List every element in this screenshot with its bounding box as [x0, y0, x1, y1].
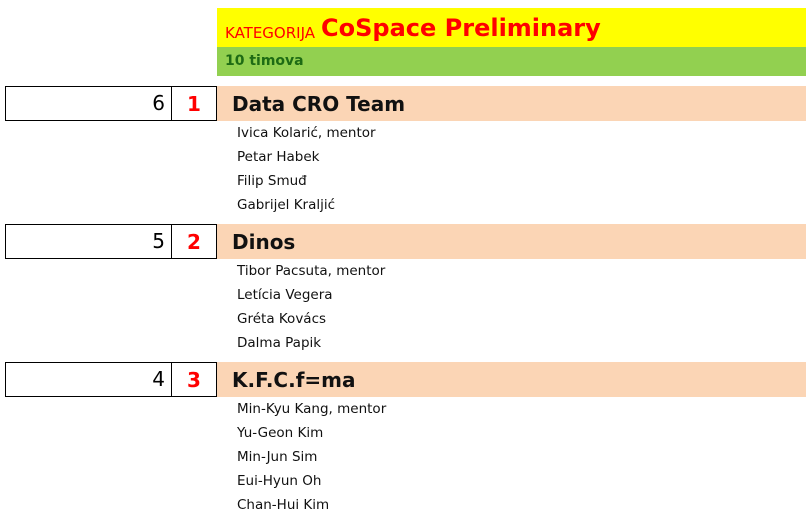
team-score: 4: [5, 362, 172, 397]
member-name: Gréta Kovács: [237, 311, 327, 327]
title: CoSpace Preliminary: [321, 14, 601, 42]
team-name: Dinos: [217, 224, 806, 259]
team-name: Data CRO Team: [217, 86, 806, 121]
member-name: Ivica Kolarić, mentor: [237, 125, 376, 141]
team-rank: 1: [172, 86, 217, 121]
member-name: Yu-Geon Kim: [237, 425, 324, 441]
category-label: KATEGORIJA: [225, 24, 316, 42]
member-name: Tibor Pacsuta, mentor: [237, 263, 386, 279]
header: KATEGORIJA CoSpace Preliminary: [217, 8, 806, 47]
team-rank: 3: [172, 362, 217, 397]
member-name: Chan-Hui Kim: [237, 497, 330, 513]
member-name: Filip Smuđ: [237, 173, 307, 189]
subtitle: 10 timova: [217, 47, 806, 76]
team-score: 5: [5, 224, 172, 259]
member-name: Petar Habek: [237, 149, 320, 165]
team-rank: 2: [172, 224, 217, 259]
member-name: Eui-Hyun Oh: [237, 473, 322, 489]
member-name: Letícia Vegera: [237, 287, 333, 303]
team-score: 6: [5, 86, 172, 121]
member-name: Min-Jun Sim: [237, 449, 318, 465]
team-name: K.F.C.f=ma: [217, 362, 806, 397]
member-name: Dalma Papik: [237, 335, 322, 351]
member-name: Min-Kyu Kang, mentor: [237, 401, 387, 417]
member-name: Gabrijel Kraljić: [237, 197, 336, 213]
